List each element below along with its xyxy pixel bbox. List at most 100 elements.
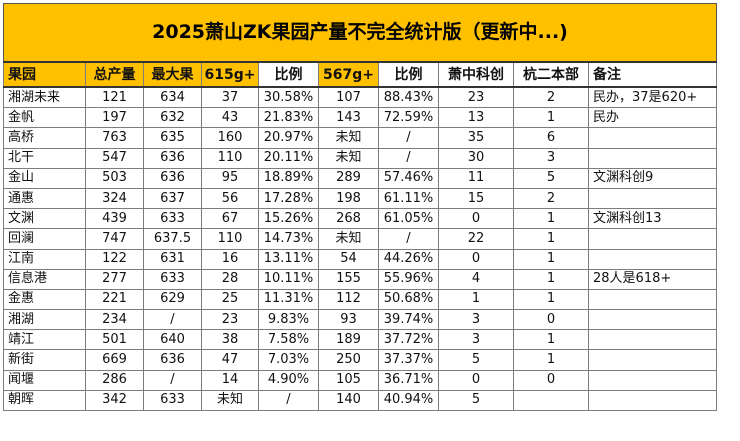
note-cell — [588, 329, 717, 351]
header-orchard: 果园 — [3, 61, 86, 88]
header-ratio-615: 比例 — [258, 61, 319, 88]
table-row: 金惠 221 629 25 11.31% 112 50.68% 1 1 — [3, 288, 717, 311]
hanger-benbu-count-cell: 1 — [513, 349, 589, 371]
xiaozhong-kechuang-count-cell: 30 — [438, 147, 514, 169]
ratio-567-cell: 37.37% — [378, 349, 439, 371]
ratio-567-cell: 39.74% — [378, 309, 439, 331]
ratio-567-cell: 61.11% — [378, 187, 439, 210]
table-row: 文渊 439 633 67 15.26% 268 61.05% 0 1 文渊科创13 — [3, 208, 717, 230]
xiaozhong-kechuang-count-cell: 11 — [438, 167, 514, 189]
total-count-cell: 286 — [85, 369, 144, 391]
hanger-benbu-count-cell: 2 — [513, 86, 589, 109]
count-567-plus-cell: 198 — [318, 187, 379, 210]
xiaozhong-kechuang-count-cell: 0 — [438, 248, 514, 270]
count-567-plus-cell: 143 — [318, 107, 379, 129]
count-567-plus-cell: 107 — [318, 86, 379, 109]
orchard-name-cell: 金帆 — [3, 107, 86, 129]
orchard-name-cell: 高桥 — [3, 127, 86, 149]
total-count-cell: 277 — [85, 268, 144, 290]
header-567-plus: 567g+ — [318, 61, 379, 88]
max-score-cell: 636 — [143, 147, 202, 169]
total-count-cell: 197 — [85, 107, 144, 129]
count-567-plus-cell: 未知 — [318, 228, 379, 250]
hanger-benbu-count-cell: 3 — [513, 147, 589, 169]
ratio-615-cell: 17.28% — [258, 187, 319, 210]
ratio-567-cell: 88.43% — [378, 86, 439, 109]
note-cell — [588, 248, 717, 270]
ratio-615-cell: 4.90% — [258, 369, 319, 391]
note-cell — [588, 187, 717, 210]
count-615-plus-cell: 28 — [201, 268, 259, 290]
orchard-name-cell: 金惠 — [3, 288, 86, 311]
table-row: 回澜 747 637.5 110 14.73% 未知/22 1 — [3, 228, 717, 250]
orchard-name-cell: 湘湖未来 — [3, 86, 86, 109]
count-567-plus-cell: 268 — [318, 208, 379, 230]
header-row: 果园 总产量 最大果 615g+ 比例 567g+ 比例 萧中科创 杭二本部 备… — [3, 61, 717, 88]
xiaozhong-kechuang-count-cell: 0 — [438, 369, 514, 391]
total-count-cell: 747 — [85, 228, 144, 250]
header-notes: 备注 — [588, 61, 717, 88]
count-567-plus-cell: 105 — [318, 369, 379, 391]
hanger-benbu-count-cell: 1 — [513, 288, 589, 311]
table-row: 信息港 277 633 28 10.11% 155 55.96% 4 1 28人是618+ — [3, 268, 717, 290]
count-567-plus-cell: 189 — [318, 329, 379, 351]
orchard-name-cell: 湘湖 — [3, 309, 86, 331]
max-score-cell: 637.5 — [143, 228, 202, 250]
orchard-name-cell: 闻堰 — [3, 369, 86, 391]
count-567-plus-cell: 未知 — [318, 127, 379, 149]
count-567-plus-cell: 140 — [318, 389, 379, 412]
ratio-615-cell: 10.11% — [258, 268, 319, 290]
note-cell — [588, 127, 717, 149]
orchard-name-cell: 朝晖 — [3, 389, 86, 412]
table-row: 金山 503 636 95 18.89% 289 57.46% 11 5 文渊科创9 — [3, 167, 717, 189]
ratio-615-cell: 13.11% — [258, 248, 319, 270]
count-567-plus-cell: 112 — [318, 288, 379, 311]
note-cell — [588, 147, 717, 169]
ratio-567-cell: 61.05% — [378, 208, 439, 230]
ratio-615-cell: 14.73% — [258, 228, 319, 250]
total-count-cell: 547 — [85, 147, 144, 169]
xiaozhong-kechuang-count-cell: 35 — [438, 127, 514, 149]
xiaozhong-kechuang-count-cell: 0 — [438, 208, 514, 230]
title-row: 2025萧山ZK果园产量不完全统计版（更新中...) — [3, 3, 717, 63]
max-score-cell: 629 — [143, 288, 202, 311]
hanger-benbu-count-cell: 1 — [513, 228, 589, 250]
max-score-cell: 633 — [143, 389, 202, 412]
ratio-567-cell: 36.71% — [378, 369, 439, 391]
total-count-cell: 121 — [85, 86, 144, 109]
max-score-cell: / — [143, 309, 202, 331]
note-cell — [588, 349, 717, 371]
ratio-615-cell: 18.89% — [258, 167, 319, 189]
ratio-567-cell: 40.94% — [378, 389, 439, 412]
table-row: 朝晖 342 633 未知/140 40.94% 5 — [3, 389, 717, 412]
ratio-615-cell: 21.83% — [258, 107, 319, 129]
ratio-567-cell: 55.96% — [378, 268, 439, 290]
count-615-plus-cell: 43 — [201, 107, 259, 129]
note-cell — [588, 288, 717, 311]
ratio-567-cell: 50.68% — [378, 288, 439, 311]
table-row: 靖江 501 640 38 7.58% 189 37.72% 3 1 — [3, 329, 717, 351]
table-row: 金帆 197 632 43 21.83% 143 72.59% 13 1 民办 — [3, 107, 717, 129]
note-cell — [588, 309, 717, 331]
hanger-benbu-count-cell: 0 — [513, 369, 589, 391]
ratio-615-cell: 11.31% — [258, 288, 319, 311]
count-567-plus-cell: 289 — [318, 167, 379, 189]
xiaozhong-kechuang-count-cell: 4 — [438, 268, 514, 290]
count-615-plus-cell: 23 — [201, 309, 259, 331]
count-567-plus-cell: 未知 — [318, 147, 379, 169]
orchard-name-cell: 江南 — [3, 248, 86, 270]
hanger-benbu-count-cell — [513, 389, 589, 412]
ratio-615-cell: 20.11% — [258, 147, 319, 169]
xiaozhong-kechuang-count-cell: 3 — [438, 309, 514, 331]
count-567-plus-cell: 93 — [318, 309, 379, 331]
total-count-cell: 439 — [85, 208, 144, 230]
count-615-plus-cell: 25 — [201, 288, 259, 311]
count-615-plus-cell: 37 — [201, 86, 259, 109]
table-row: 湘湖 234/23 9.83% 93 39.74% 3 0 — [3, 309, 717, 331]
count-615-plus-cell: 未知 — [201, 389, 259, 412]
ratio-615-cell: 7.03% — [258, 349, 319, 371]
table-row: 高桥 763 635 160 20.97% 未知/35 6 — [3, 127, 717, 149]
note-cell — [588, 228, 717, 250]
table-row: 湘湖未来 121 634 37 30.58% 107 88.43% 23 2 民办，37是620+ — [3, 86, 717, 109]
header-max-score: 最大果 — [143, 61, 202, 88]
